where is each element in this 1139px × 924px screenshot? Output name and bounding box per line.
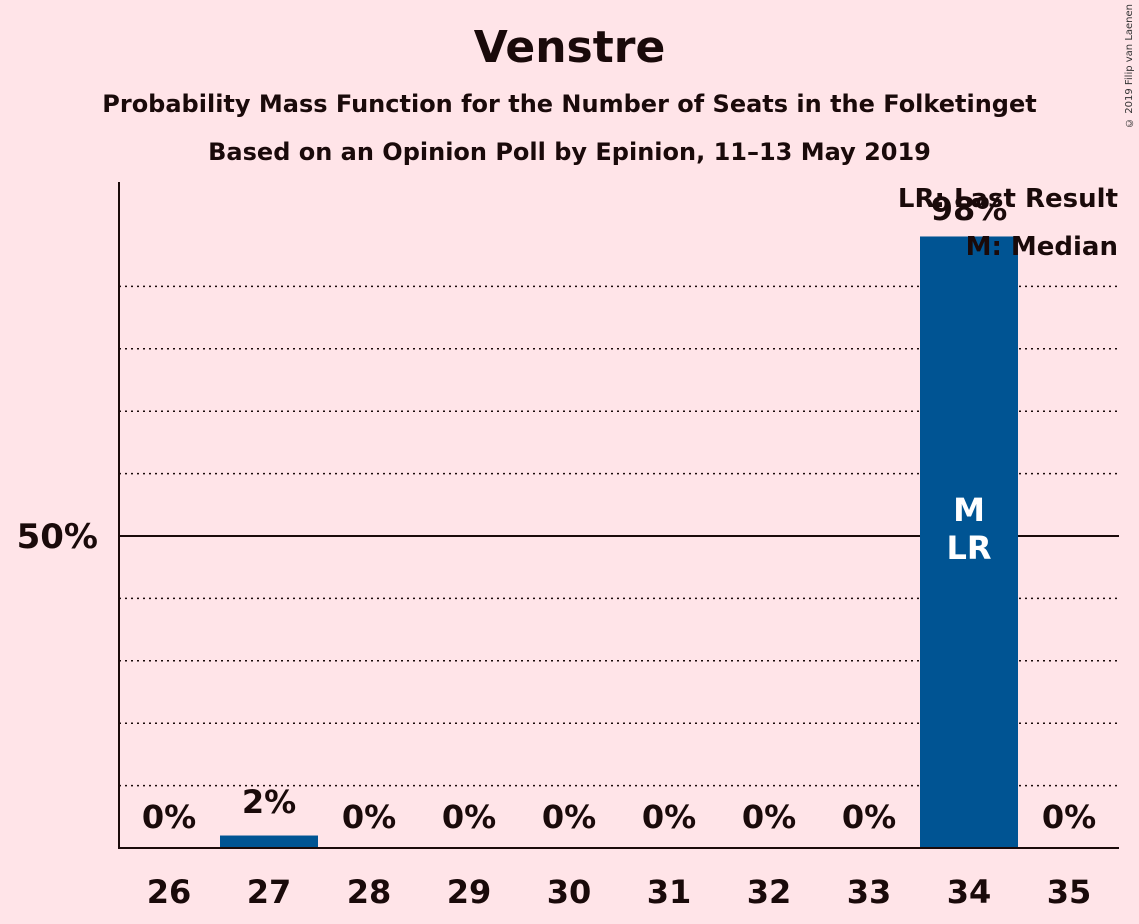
data-label: 0% xyxy=(142,798,196,836)
data-label: 0% xyxy=(642,798,696,836)
x-tick-label: 29 xyxy=(447,873,492,911)
data-label: 0% xyxy=(1042,798,1096,836)
x-tick-label: 31 xyxy=(647,873,692,911)
x-tick-label: 26 xyxy=(147,873,192,911)
x-tick-label: 30 xyxy=(547,873,592,911)
x-tick-label: 35 xyxy=(1047,873,1092,911)
x-tick-label: 28 xyxy=(347,873,392,911)
y-tick-label: 50% xyxy=(17,517,98,557)
bar-27 xyxy=(220,835,318,848)
data-label: 0% xyxy=(442,798,496,836)
data-label: 98% xyxy=(931,190,1008,228)
x-tick-label: 32 xyxy=(747,873,792,911)
x-tick-label: 27 xyxy=(247,873,292,911)
data-label: 0% xyxy=(742,798,796,836)
chart-subtitle-source: Based on an Opinion Poll by Epinion, 11–… xyxy=(208,138,931,166)
bar-34 xyxy=(920,236,1018,849)
x-tick-label: 34 xyxy=(947,873,992,911)
data-label: 0% xyxy=(342,798,396,836)
chart-subtitle: Probability Mass Function for the Number… xyxy=(102,90,1037,118)
data-label: 0% xyxy=(542,798,596,836)
bar-marker-lr: LR xyxy=(946,529,991,567)
data-label: 0% xyxy=(842,798,896,836)
legend-last-result: LR: Last Result xyxy=(897,184,1118,214)
x-tick-label: 33 xyxy=(847,873,892,911)
legend-median: M: Median xyxy=(965,232,1118,262)
bar-marker-m: M xyxy=(953,491,985,529)
chart-title: Venstre xyxy=(473,22,666,73)
data-label: 2% xyxy=(242,783,296,821)
